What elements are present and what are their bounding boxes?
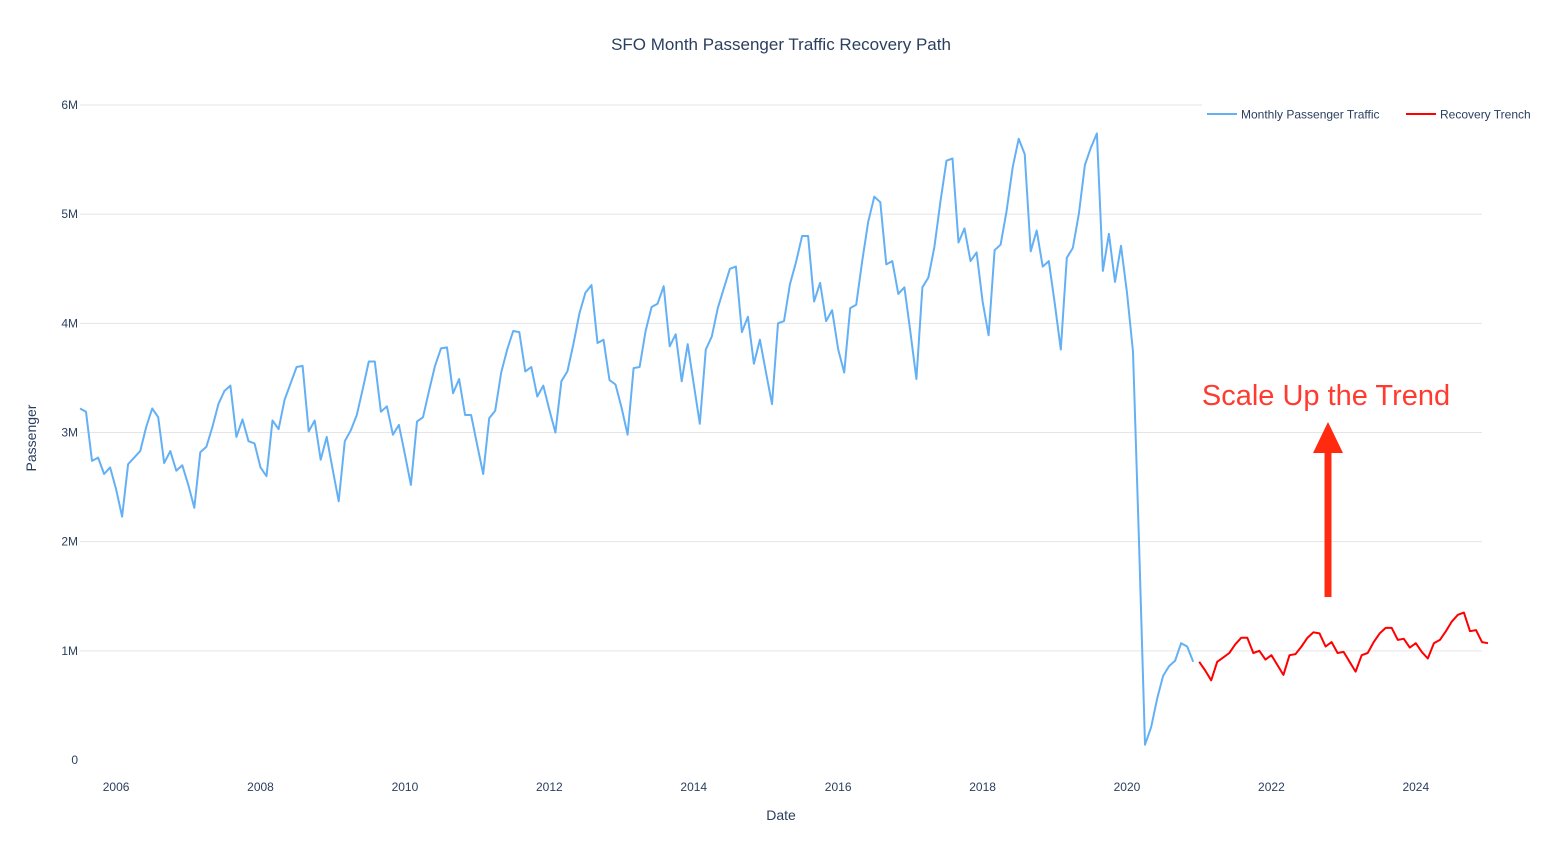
annotation: Scale Up the Trend (1202, 380, 1450, 597)
legend-label-monthly-passenger-traffic: Monthly Passenger Traffic (1241, 108, 1380, 122)
y-gridlines (80, 104, 1482, 652)
x-tick-label: 2020 (1114, 780, 1141, 794)
x-tick-label: 2010 (392, 780, 419, 794)
y-tick-label: 4M (61, 316, 78, 330)
legend-background (1202, 98, 1552, 130)
y-tick-label: 5M (61, 207, 78, 221)
annotation-arrow-head (1313, 422, 1343, 453)
x-tick-label: 2024 (1402, 780, 1429, 794)
x-tick-label: 2018 (969, 780, 996, 794)
y-tick-label: 0 (71, 753, 78, 767)
y-tick-label: 1M (61, 644, 78, 658)
y-axis-ticks: 0 1M 2M 3M 4M 5M 6M (61, 98, 78, 767)
x-tick-label: 2008 (247, 780, 274, 794)
y-tick-label: 6M (61, 98, 78, 112)
chart-title: SFO Month Passenger Traffic Recovery Pat… (611, 35, 951, 54)
series-line-monthly-passenger-traffic (79, 132, 1195, 746)
legend: Monthly Passenger Traffic Recovery Trenc… (1207, 108, 1531, 122)
legend-item-recovery-trench[interactable]: Recovery Trench (1406, 108, 1531, 122)
x-axis-title: Date (766, 807, 796, 823)
x-tick-label: 2022 (1258, 780, 1285, 794)
y-tick-label: 3M (61, 426, 78, 440)
series-line-recovery-trench (1198, 611, 1489, 682)
y-tick-label: 2M (61, 535, 78, 549)
legend-item-monthly-passenger-traffic[interactable]: Monthly Passenger Traffic (1207, 108, 1380, 122)
legend-label-recovery-trench: Recovery Trench (1440, 108, 1531, 122)
x-axis-ticks: 2006 2008 2010 2012 2014 2016 2018 2020 2022 2024 (103, 780, 1430, 794)
series-lines (79, 132, 1489, 746)
x-tick-label: 2014 (680, 780, 707, 794)
x-tick-label: 2012 (536, 780, 563, 794)
y-axis-title: Passenger (23, 404, 39, 471)
x-tick-label: 2016 (825, 780, 852, 794)
annotation-text: Scale Up the Trend (1202, 380, 1450, 412)
x-tick-label: 2006 (103, 780, 130, 794)
